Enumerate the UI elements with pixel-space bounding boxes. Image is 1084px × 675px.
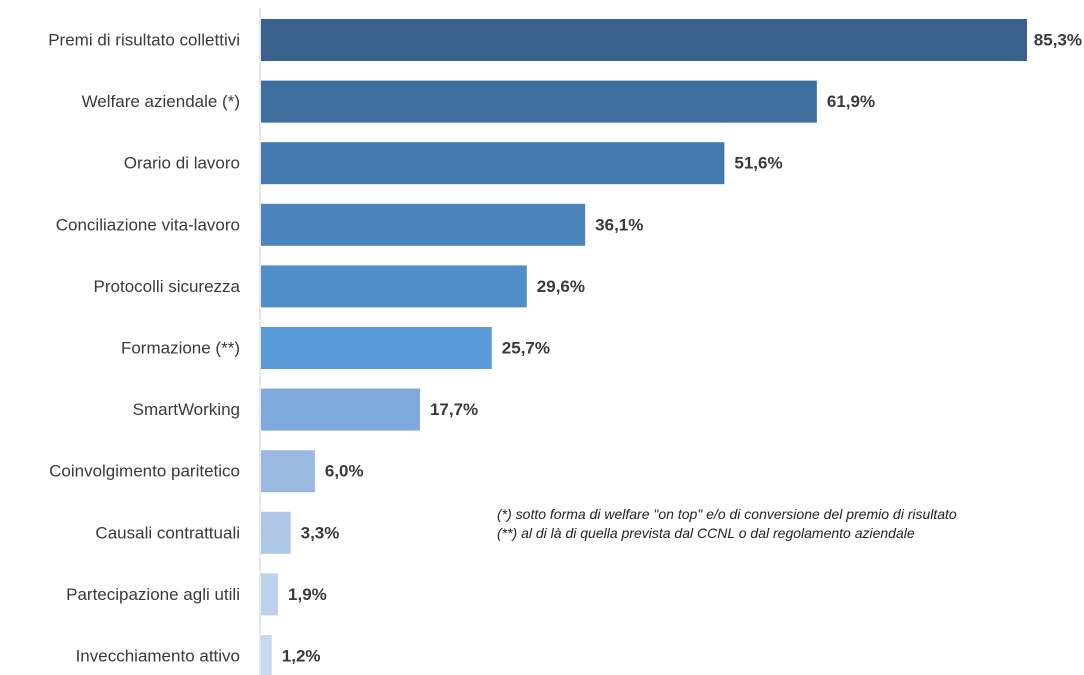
bar-10 [261,573,279,616]
value-label: 25,7% [502,339,550,358]
value-label: 36,1% [595,215,643,234]
bar-6 [261,327,492,369]
value-label: 61,9% [827,92,875,111]
value-label: 29,6% [537,277,585,296]
bar-9 [261,511,291,554]
value-label: 17,7% [430,400,478,419]
category-label: Orario di lavoro [124,154,240,173]
footnote-formazione: (**) al di là di quella prevista dal CCN… [497,525,915,541]
category-label: SmartWorking [133,400,240,419]
value-label: 3,3% [301,523,340,542]
bar-1 [261,19,1027,61]
category-label: Causali contrattuali [95,523,240,542]
bar-8 [261,450,315,493]
bar-11 [261,635,272,675]
bar-4 [261,203,586,246]
category-label: Invecchiamento attivo [76,647,240,666]
category-label: Premi di risultato collettivi [48,31,240,50]
bar-7 [261,388,420,431]
footnote-welfare: (*) sotto forma di welfare "on top" e/o … [497,506,957,522]
category-label: Coinvolgimento paritetico [49,462,240,481]
category-label: Formazione (**) [121,339,240,358]
bar-3 [261,142,725,185]
bar-5 [261,265,527,308]
value-label: 6,0% [325,462,364,481]
value-label: 85,3% [1034,31,1082,50]
category-label: Protocolli sicurezza [94,277,241,296]
value-label: 1,9% [288,585,327,604]
value-label: 1,2% [282,647,321,666]
category-label: Partecipazione agli utili [66,585,240,604]
bar-2 [261,80,817,123]
value-label: 51,6% [734,154,782,173]
category-label: Welfare aziendale (*) [82,92,240,111]
footnotes: (*) sotto forma di welfare "on top" e/o … [497,505,997,543]
category-label: Conciliazione vita-lavoro [56,215,240,234]
